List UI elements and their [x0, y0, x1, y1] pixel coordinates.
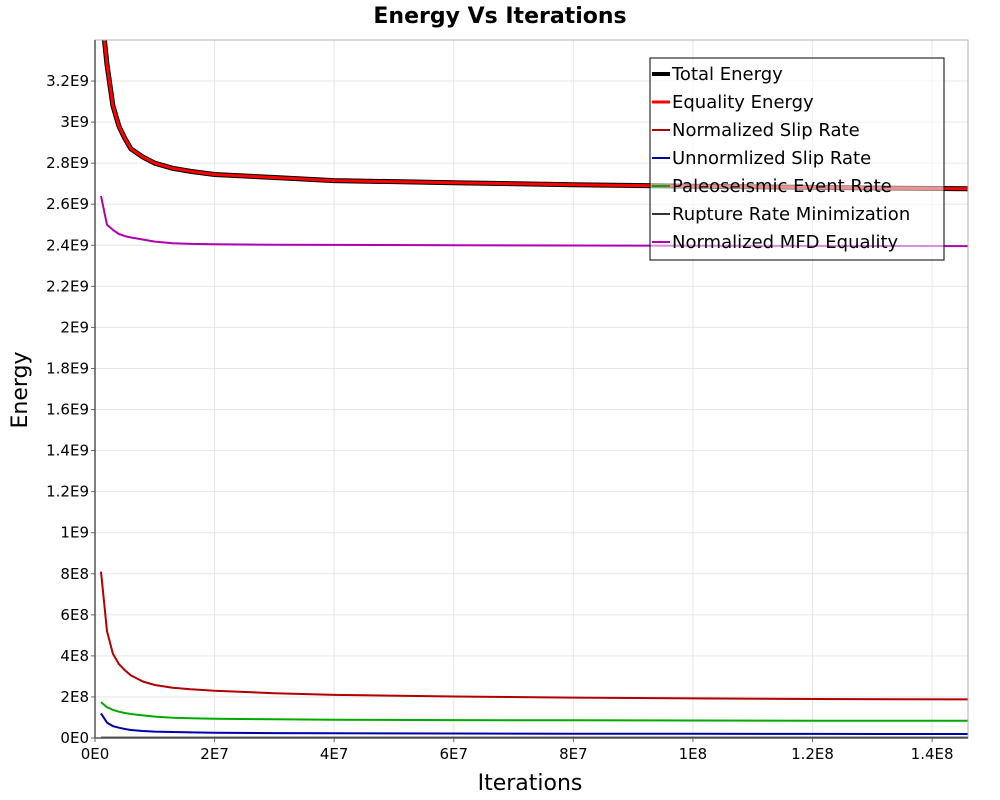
y-tick-label: 2E8 [60, 688, 89, 706]
legend-item-paleoseismic-event-rate: Paleoseismic Event Rate [652, 176, 892, 197]
x-axis-label: Iterations [478, 771, 583, 796]
series-line-unnormlized-slip-rate [100, 712, 968, 735]
legend-item-equality-energy: Equality Energy [652, 92, 814, 113]
legend-label: Total Energy [671, 64, 783, 85]
legend: Total Energy Equality Energy Normalized Sl… [649, 57, 945, 261]
y-tick-label: 1.4E9 [46, 442, 89, 460]
series-line-equality-energy [102, 40, 968, 191]
y-tick-label: 4E8 [60, 647, 89, 665]
legend-label: Normalized MFD Equality [672, 232, 899, 253]
y-tick-label: 3E9 [60, 113, 89, 131]
x-tick-label: 4E7 [320, 745, 349, 763]
chart-title: Energy Vs Iterations [373, 4, 626, 29]
legend-item-unnormlized-slip-rate: Unnormlized Slip Rate [652, 148, 871, 169]
y-tick-label: 2.4E9 [46, 236, 89, 254]
legend-item-total-energy: Total Energy [652, 64, 783, 85]
legend-box [649, 57, 945, 261]
x-tick-labels: 0E0 2E7 4E7 6E7 8E7 1E8 1.2E8 1.4E8 [81, 745, 954, 763]
y-tick-label: 2.2E9 [46, 277, 89, 295]
x-tick-label: 1E8 [679, 745, 708, 763]
y-tick-label: 3.2E9 [46, 72, 89, 90]
axes [91, 40, 968, 742]
series-line-normalized-slip-rate [100, 571, 968, 701]
y-tick-label: 1.6E9 [46, 401, 89, 419]
y-axis-label: Energy [8, 351, 33, 428]
x-tick-label: 1.4E8 [911, 745, 954, 763]
legend-label: Paleoseismic Event Rate [672, 176, 892, 197]
y-tick-label: 1E9 [60, 524, 89, 542]
y-tick-label: 2.6E9 [46, 195, 89, 213]
legend-label: Equality Energy [672, 92, 814, 113]
series-line-paleoseismic-event-rate [100, 701, 968, 722]
legend-item-normalized-slip-rate: Normalized Slip Rate [652, 120, 860, 141]
series-line-normalized-mfd-equality [100, 195, 968, 248]
y-tick-label: 6E8 [60, 606, 89, 624]
y-tick-label: 0E0 [60, 729, 89, 747]
y-tick-labels: 0E0 2E8 4E8 6E8 8E8 1E9 1.2E9 1.4E9 1.6E9 1.8E9 2E… [46, 72, 89, 747]
y-tick-label: 2.8E9 [46, 154, 89, 172]
y-tick-label: 1.2E9 [46, 483, 89, 501]
x-tick-label: 2E7 [200, 745, 229, 763]
legend-item-normalized-mfd-equality: Normalized MFD Equality [652, 232, 899, 253]
legend-item-rupture-rate-minimization: Rupture Rate Minimization [652, 204, 910, 225]
legend-label: Normalized Slip Rate [672, 120, 860, 141]
y-tick-label: 8E8 [60, 565, 89, 583]
y-tick-label: 1.8E9 [46, 359, 89, 377]
y-tick-label: 2E9 [60, 318, 89, 336]
x-tick-label: 8E7 [559, 745, 588, 763]
x-tick-label: 6E7 [439, 745, 468, 763]
legend-label: Unnormlized Slip Rate [672, 148, 871, 169]
x-tick-label: 0E0 [81, 745, 110, 763]
legend-label: Rupture Rate Minimization [672, 204, 910, 225]
x-tick-label: 1.2E8 [791, 745, 834, 763]
